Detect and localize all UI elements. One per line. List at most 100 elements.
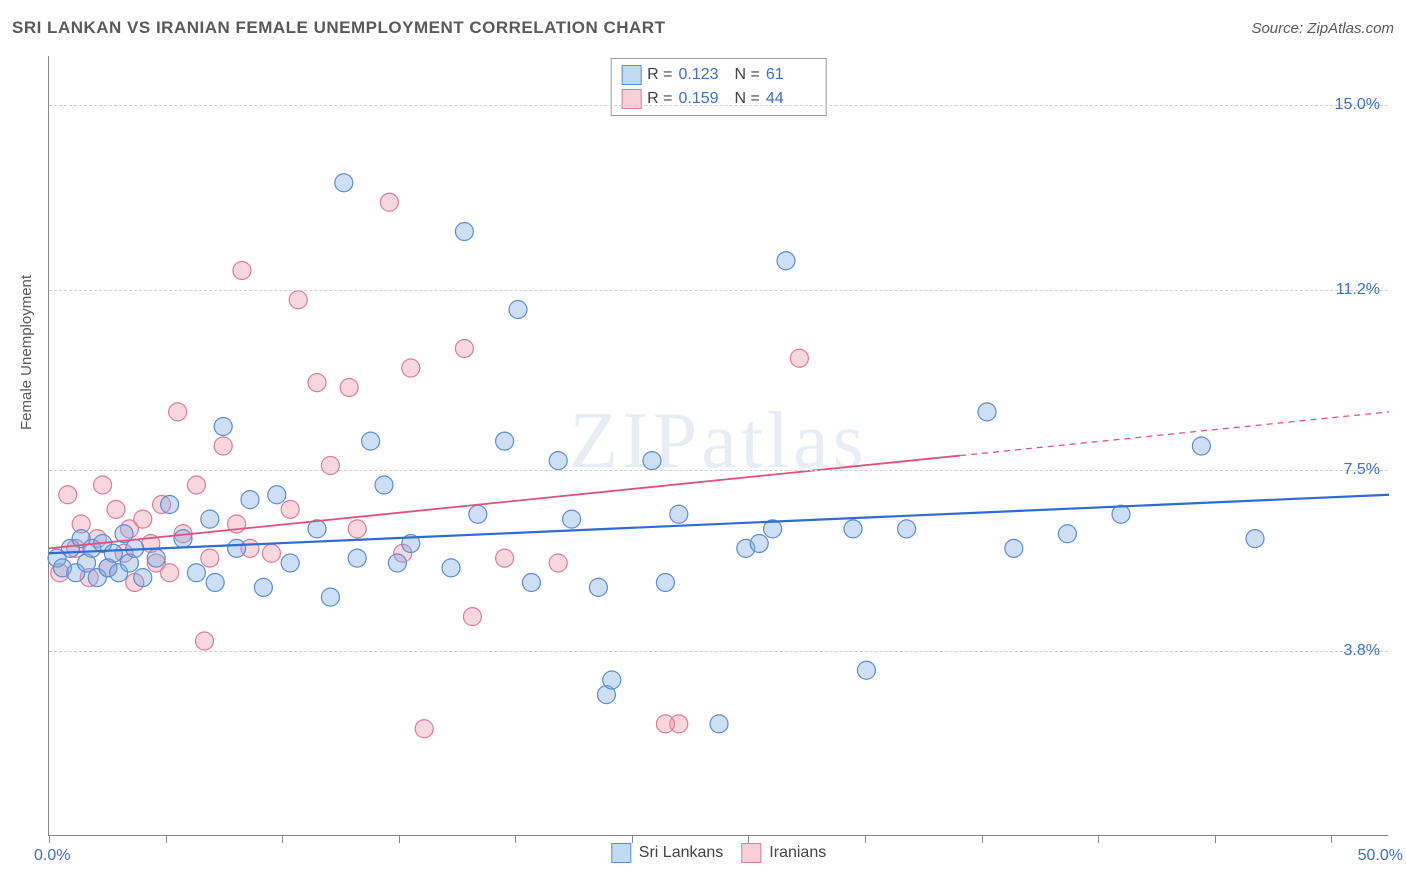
x-tick [1098,835,1099,843]
scatter-point [348,549,366,567]
series-legend: Sri Lankans Iranians [611,843,826,863]
scatter-point [857,661,875,679]
scatter-point [214,418,232,436]
x-tick [982,835,983,843]
scatter-point [656,715,674,733]
legend-item-iranians: Iranians [741,843,826,863]
scatter-point [463,608,481,626]
x-tick [515,835,516,843]
scatter-point [1192,437,1210,455]
plot-svg [49,56,1388,835]
scatter-point [335,174,353,192]
scatter-point [415,720,433,738]
scatter-point [496,432,514,450]
scatter-point [169,403,187,421]
scatter-point [750,535,768,553]
scatter-point [1112,505,1130,523]
scatter-point [321,457,339,475]
x-tick [1215,835,1216,843]
scatter-point [603,671,621,689]
swatch-blue-icon [611,843,631,863]
scatter-point [161,496,179,514]
scatter-point [104,544,122,562]
scatter-point [134,510,152,528]
y-tick-label: 15.0% [1335,96,1380,114]
scatter-point [241,491,259,509]
x-tick [748,835,749,843]
x-tick [865,835,866,843]
scatter-point [455,223,473,241]
scatter-point [195,632,213,650]
x-tick [166,835,167,843]
x-tick [399,835,400,843]
scatter-point [375,476,393,494]
scatter-point [656,574,674,592]
y-tick-label: 11.2% [1336,281,1380,299]
scatter-point [509,301,527,319]
scatter-point [214,437,232,455]
scatter-point [898,520,916,538]
scatter-point [187,476,205,494]
scatter-point [442,559,460,577]
scatter-point [281,554,299,572]
scatter-point [254,578,272,596]
x-tick [282,835,283,843]
source-attribution: Source: ZipAtlas.com [1251,20,1394,37]
y-tick-label: 7.5% [1344,461,1380,479]
scatter-point [321,588,339,606]
x-axis-max-label: 50.0% [1358,847,1403,865]
scatter-point [187,564,205,582]
scatter-point [107,500,125,518]
scatter-plot-area: ZIPatlas R = 0.123 N = 61 R = 0.159 N = … [48,56,1388,836]
scatter-point [380,193,398,211]
scatter-point [790,349,808,367]
scatter-point [147,549,165,567]
scatter-point [348,520,366,538]
scatter-point [549,452,567,470]
scatter-point [134,569,152,587]
scatter-point [206,574,224,592]
x-tick [1331,835,1332,843]
scatter-point [201,549,219,567]
scatter-point [844,520,862,538]
gridline [49,470,1388,471]
legend-label-sri-lankans: Sri Lankans [639,844,724,862]
scatter-point [710,715,728,733]
scatter-point [469,505,487,523]
scatter-point [362,432,380,450]
scatter-point [496,549,514,567]
y-tick-label: 3.8% [1344,642,1380,660]
gridline [49,651,1388,652]
scatter-point [281,500,299,518]
scatter-point [228,539,246,557]
scatter-point [308,374,326,392]
swatch-pink-icon [741,843,761,863]
gridline [49,105,1388,106]
scatter-point [1005,539,1023,557]
scatter-point [1246,530,1264,548]
scatter-point [670,505,688,523]
legend-label-iranians: Iranians [769,844,826,862]
scatter-point [549,554,567,572]
scatter-point [522,574,540,592]
scatter-point [340,379,358,397]
gridline [49,290,1388,291]
x-tick [632,835,633,843]
scatter-point [589,578,607,596]
scatter-point [402,359,420,377]
scatter-point [268,486,286,504]
chart-title: SRI LANKAN VS IRANIAN FEMALE UNEMPLOYMEN… [12,18,665,38]
scatter-point [388,554,406,572]
scatter-point [59,486,77,504]
x-tick [49,835,50,843]
trend-line-dashed [960,412,1389,456]
legend-item-sri-lankans: Sri Lankans [611,843,724,863]
scatter-point [777,252,795,270]
x-axis-min-label: 0.0% [34,847,70,865]
scatter-point [289,291,307,309]
y-axis-label: Female Unemployment [18,275,35,430]
scatter-point [455,340,473,358]
scatter-point [174,530,192,548]
scatter-point [233,262,251,280]
scatter-point [161,564,179,582]
